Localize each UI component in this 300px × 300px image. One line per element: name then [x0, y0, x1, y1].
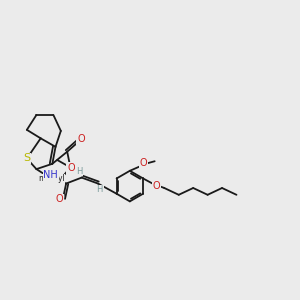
Text: NH: NH	[44, 170, 58, 181]
Text: methyl: methyl	[38, 174, 65, 183]
Text: S: S	[23, 154, 30, 164]
Text: H: H	[76, 167, 82, 176]
Text: O: O	[77, 134, 85, 144]
Text: H: H	[97, 185, 103, 194]
Text: O: O	[140, 158, 147, 168]
Text: O: O	[153, 181, 160, 191]
Text: O: O	[55, 194, 63, 205]
Text: O: O	[67, 163, 75, 173]
